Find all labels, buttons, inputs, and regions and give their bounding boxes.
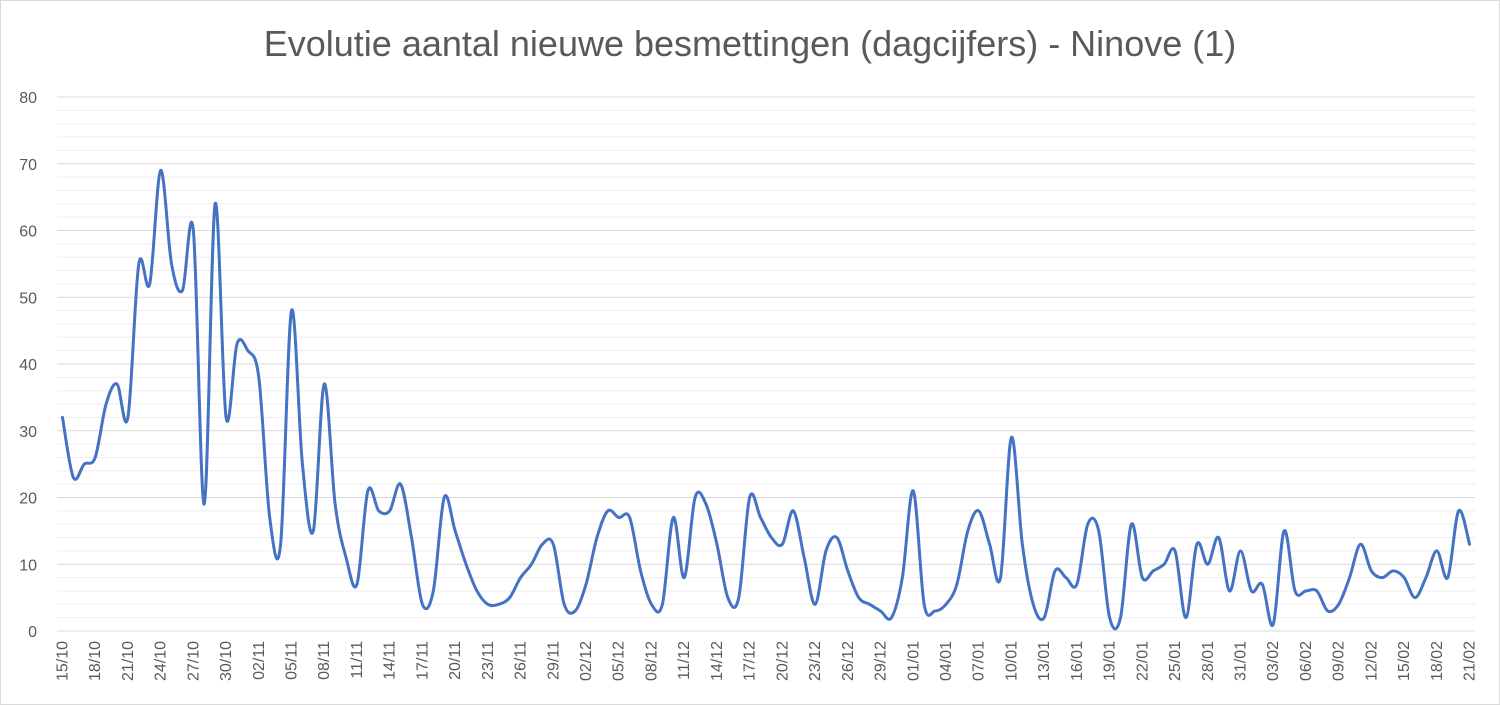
x-tick-label: 21/02	[1462, 641, 1479, 681]
x-tick-label: 09/02	[1331, 641, 1348, 681]
x-tick-label: 26/12	[840, 641, 857, 681]
x-tick-label: 29/12	[873, 641, 890, 681]
y-tick-label: 50	[19, 290, 37, 307]
x-tick-label: 04/01	[938, 641, 955, 681]
x-tick-label: 10/01	[1003, 641, 1020, 681]
x-tick-label: 03/02	[1265, 641, 1282, 681]
y-tick-label: 60	[19, 224, 37, 241]
x-tick-label: 14/11	[382, 641, 399, 680]
x-tick-label: 22/01	[1134, 641, 1151, 681]
x-tick-label: 17/12	[742, 641, 759, 681]
x-tick-label: 26/11	[513, 641, 530, 680]
x-tick-label: 21/10	[120, 641, 137, 681]
x-tick-label: 15/02	[1396, 641, 1413, 681]
x-tick-label: 19/01	[1102, 641, 1119, 681]
x-tick-label: 16/01	[1069, 641, 1086, 681]
x-tick-label: 20/11	[447, 641, 464, 680]
x-tick-label: 17/11	[414, 641, 431, 680]
x-tick-label: 29/11	[545, 641, 562, 680]
x-tick-label: 20/12	[774, 641, 791, 681]
chart-title: Evolutie aantal nieuwe besmettingen (dag…	[263, 23, 1237, 64]
x-tick-label: 06/02	[1298, 641, 1315, 681]
x-tick-label: 15/10	[54, 641, 71, 681]
x-tick-label: 11/11	[349, 641, 366, 679]
x-tick-label: 31/01	[1232, 641, 1249, 681]
x-tick-label: 28/01	[1200, 641, 1217, 681]
x-tick-label: 30/10	[218, 641, 235, 681]
x-tick-label: 14/12	[709, 641, 726, 681]
y-tick-label: 40	[19, 357, 37, 374]
x-tick-label: 25/01	[1167, 641, 1184, 681]
x-tick-label: 11/12	[676, 641, 693, 680]
y-tick-label: 70	[19, 157, 37, 174]
x-tick-label: 12/02	[1363, 641, 1380, 681]
x-tick-label: 07/01	[971, 641, 988, 681]
y-tick-label: 80	[19, 90, 37, 107]
x-tick-label: 18/10	[87, 641, 104, 681]
y-tick-label: 30	[19, 424, 37, 441]
x-tick-label: 27/10	[185, 641, 202, 681]
x-tick-label: 01/01	[905, 641, 922, 681]
x-tick-label: 05/11	[284, 641, 301, 680]
x-tick-label: 23/12	[807, 641, 824, 681]
x-tick-label: 08/12	[643, 641, 660, 681]
series-line	[60, 168, 1472, 631]
x-tick-label: 24/10	[153, 641, 170, 681]
y-tick-label: 10	[19, 557, 37, 574]
x-tick-label: 13/01	[1036, 641, 1053, 681]
x-tick-label: 05/12	[611, 641, 628, 681]
x-tick-label: 18/02	[1429, 641, 1446, 681]
x-tick-label: 02/11	[251, 641, 268, 680]
y-tick-label: 20	[19, 491, 37, 508]
x-tick-label: 02/12	[578, 641, 595, 681]
y-tick-label: 0	[28, 624, 37, 641]
x-tick-label: 08/11	[316, 641, 333, 680]
x-tick-label: 23/11	[480, 641, 497, 680]
